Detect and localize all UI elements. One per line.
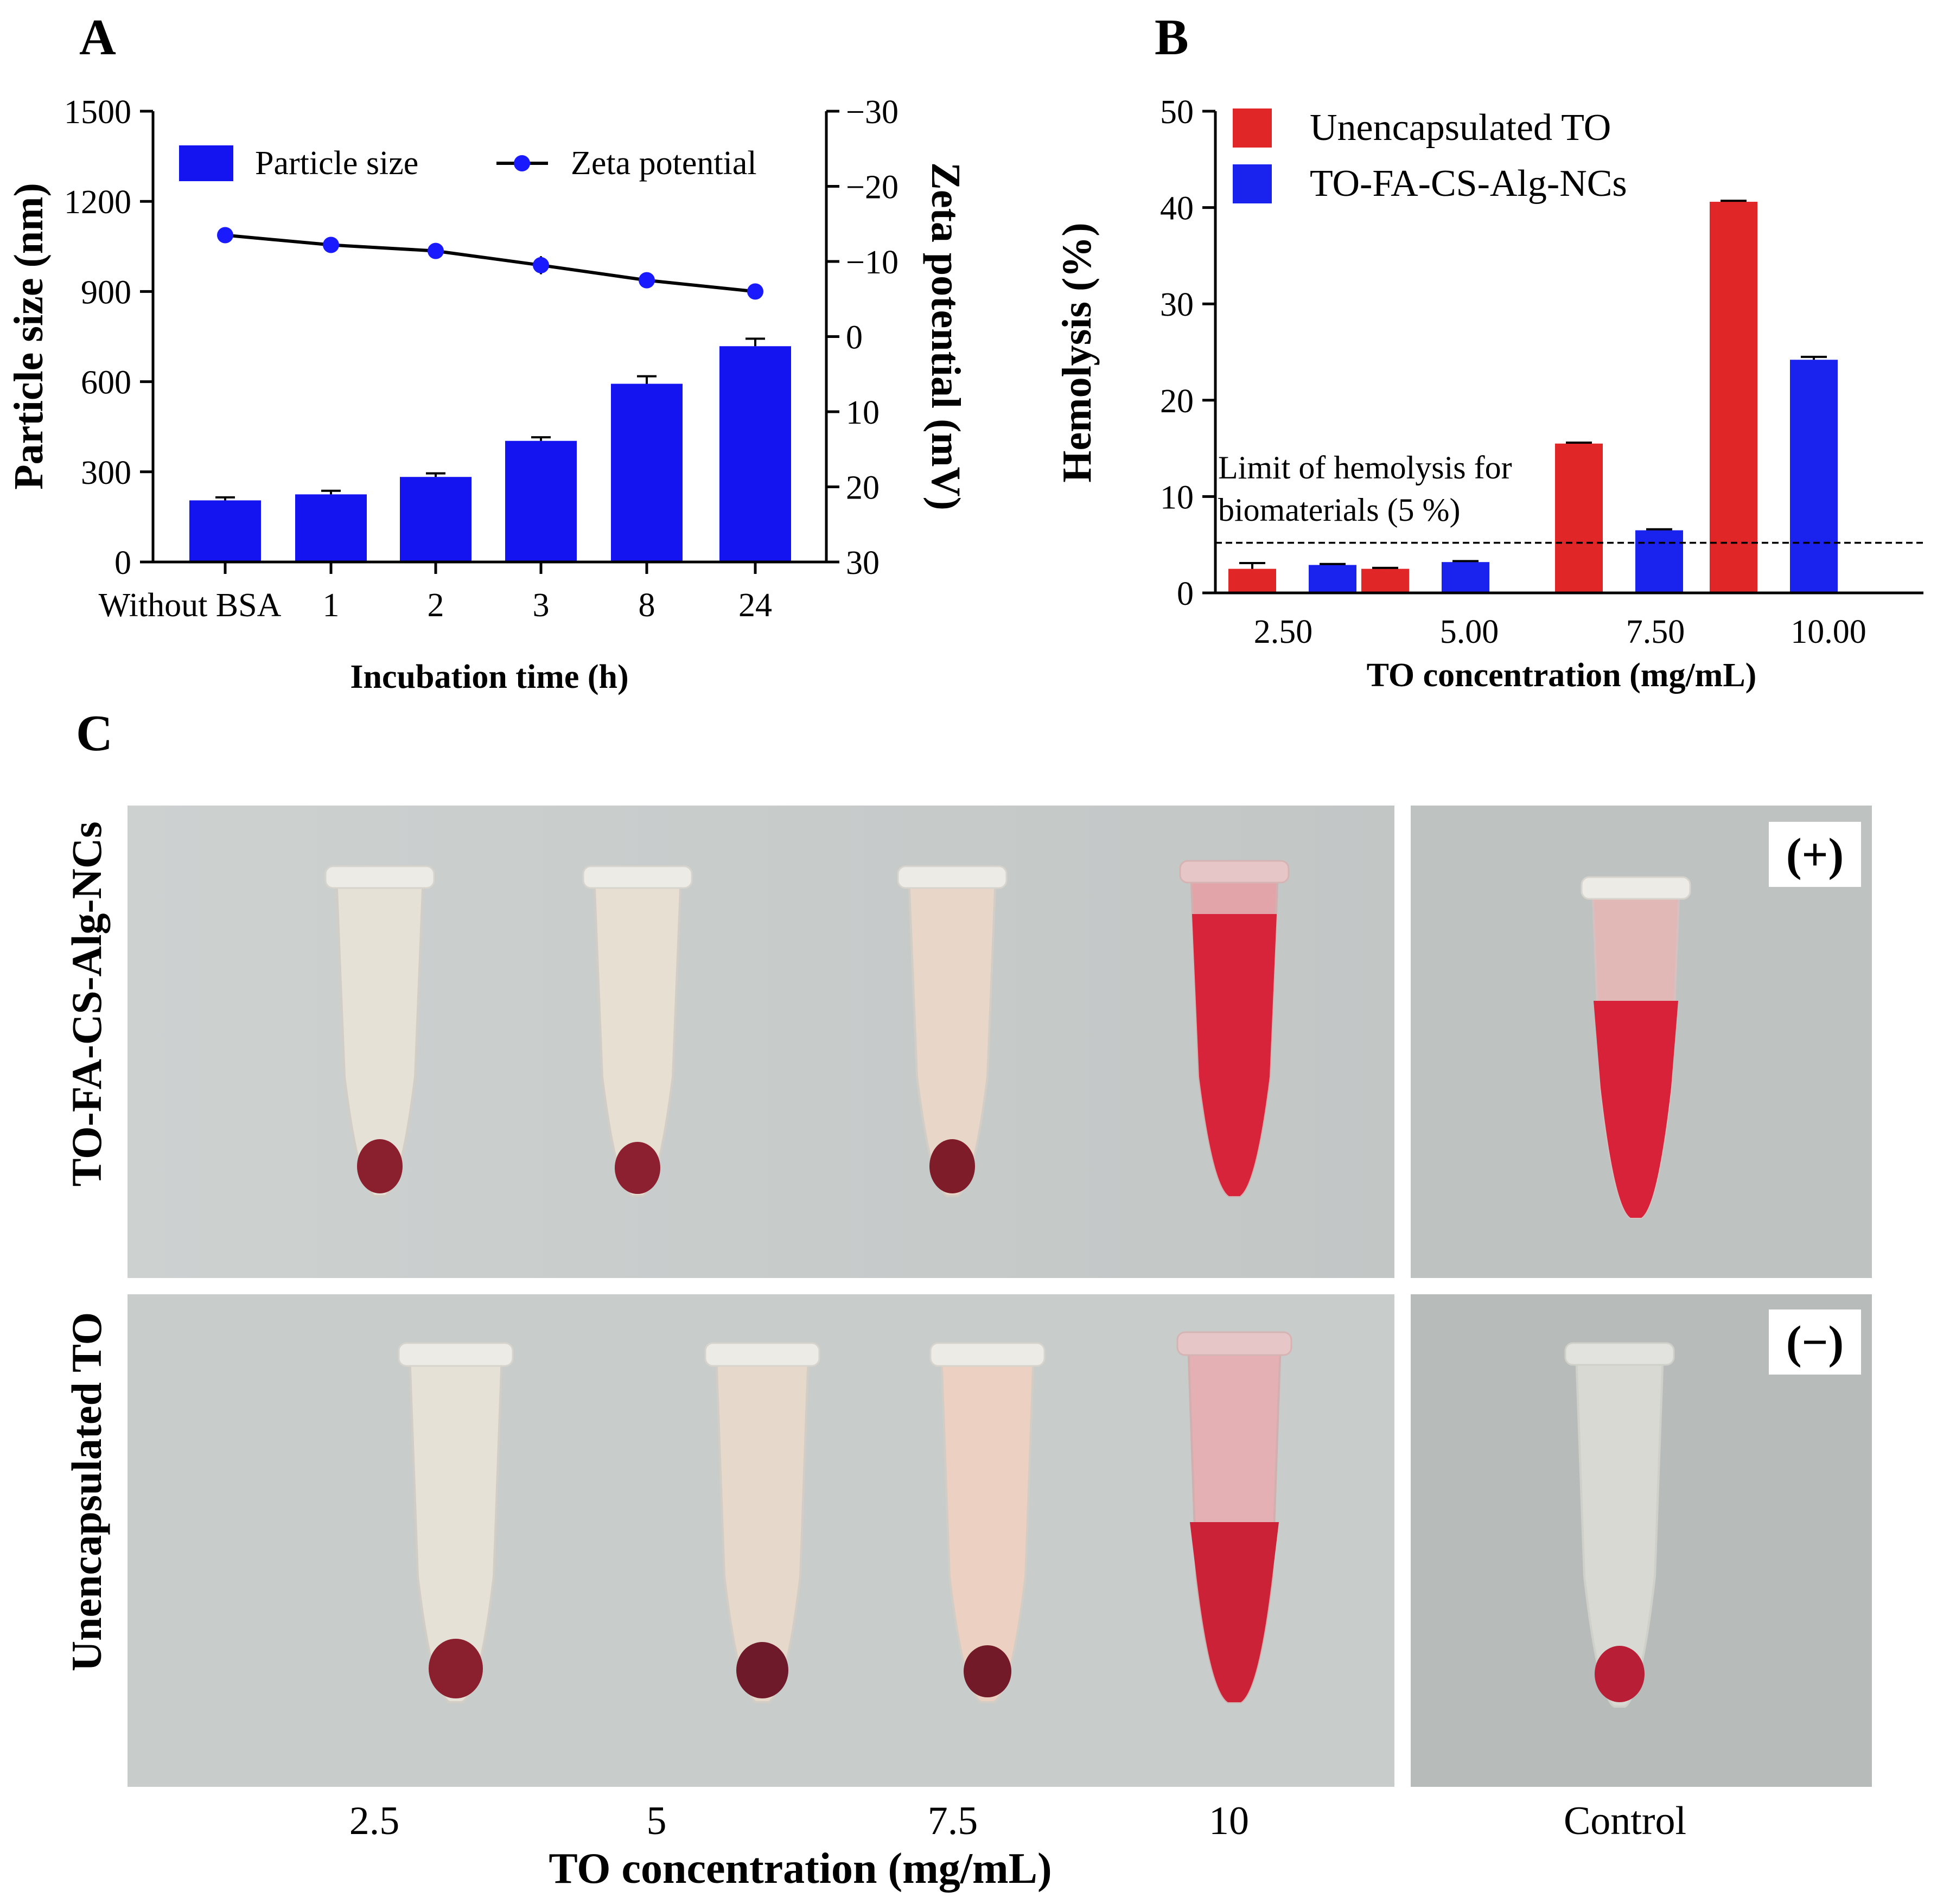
- a-zeta-point-5: [747, 283, 763, 300]
- b-ytick-label-2: 20: [1160, 383, 1194, 420]
- a-bar-3: [505, 440, 577, 562]
- b-xtick-label-1: 5.00: [1440, 614, 1499, 650]
- a-bar-4: [611, 384, 683, 562]
- a-legend-particle-size: Particle size: [255, 145, 418, 182]
- b-bar-1-2: [1635, 530, 1683, 593]
- a-bar-0: [189, 500, 261, 562]
- b-legend-ncs: TO-FA-CS-Alg-NCs: [1310, 163, 1627, 205]
- b-threshold-label-1: Limit of hemolysis for: [1218, 450, 1512, 485]
- panel-a-letter: A: [79, 9, 116, 66]
- c-col-label-10: 10: [1209, 1799, 1249, 1843]
- a-ytick-label-0: 0: [114, 545, 131, 582]
- chart-b: 0 10 20 30 40 50 2.50 5.00 7.50 10.00 Limit of h…: [1054, 94, 1923, 694]
- a-xlabel: Incubation time (h): [350, 659, 628, 695]
- c-row-label-unencapsulated: Unencapsulated TO: [63, 1312, 110, 1672]
- b-xtick-label-0: 2.50: [1254, 614, 1313, 650]
- tube-ncs-5: [582, 865, 693, 1197]
- a-ytick-label-5: 1500: [64, 94, 131, 131]
- tube-ncs-2-5: [324, 865, 435, 1197]
- photo-negative-tube: [1411, 1294, 1872, 1787]
- b-legend-blue-swatch: [1233, 164, 1272, 203]
- b-bar-0-3: [1710, 201, 1757, 593]
- a-ytick-label-3: 900: [81, 274, 131, 311]
- a-y2tick-label-0: −30: [846, 94, 899, 131]
- photo-ncs-samples: [128, 806, 1394, 1278]
- photo-unencapsulated-samples: [128, 1294, 1394, 1787]
- b-bar-1-3: [1790, 360, 1838, 593]
- panel-c-letter: C: [76, 705, 113, 762]
- tube-ncs-7-5: [897, 865, 1008, 1197]
- a-y2tick-label-4: 10: [846, 394, 880, 431]
- c-row-label-ncs: TO-FA-CS-Alg-NCs: [63, 821, 110, 1187]
- a-legend-bar-swatch: [179, 145, 233, 181]
- a-legend-zeta-potential: Zeta potential: [571, 145, 757, 182]
- tube-un-7-5: [929, 1342, 1046, 1703]
- b-threshold-label-2: biomaterials (5 %): [1218, 492, 1461, 528]
- photo-ncs-tubes: [128, 806, 1394, 1278]
- positive-label-box: (+): [1769, 822, 1861, 887]
- c-xlabel: TO concentration (mg/mL): [549, 1845, 1052, 1893]
- b-bar-1-0: [1309, 565, 1356, 593]
- a-zeta-point-3: [533, 257, 549, 273]
- photo-unencapsulated-tubes: [128, 1294, 1394, 1787]
- a-zeta-point-0: [217, 227, 233, 244]
- a-y2tick-label-2: −10: [846, 244, 899, 281]
- a-ytick-label-4: 1200: [64, 184, 131, 221]
- a-ytick-label-2: 600: [81, 365, 131, 401]
- b-legend-unencapsulated: Unencapsulated TO: [1310, 107, 1611, 149]
- a-bar-5: [719, 346, 791, 562]
- tube-ncs-10: [1179, 860, 1290, 1197]
- c-col-label-5: 5: [646, 1799, 667, 1843]
- b-ytick-label-5: 50: [1160, 94, 1194, 131]
- negative-label-box: (−): [1769, 1309, 1861, 1375]
- photo-positive-control: (+): [1411, 806, 1872, 1278]
- a-legend-line-marker: [514, 155, 530, 171]
- b-bar-1-1: [1442, 562, 1489, 593]
- a-y2tick-label-3: 0: [846, 320, 863, 356]
- photo-negative-control: (−): [1411, 1294, 1872, 1787]
- tube-un-2-5: [398, 1342, 514, 1703]
- b-xtick-label-2: 7.50: [1626, 614, 1685, 650]
- a-y2tick-label-6: 30: [846, 545, 880, 582]
- a-y2tick-label-5: 20: [846, 470, 880, 507]
- b-xlabel: TO concentration (mg/mL): [1367, 657, 1757, 694]
- tube-un-10: [1176, 1331, 1292, 1703]
- b-ylabel: Hemolysis (%): [1054, 222, 1100, 482]
- a-ylabel: Particle size (nm): [6, 183, 52, 490]
- b-bar-0-0: [1228, 568, 1276, 593]
- a-xtick-label-2: 2: [428, 587, 444, 624]
- b-bar-0-1: [1361, 568, 1409, 593]
- b-ytick-label-0: 0: [1177, 576, 1194, 612]
- a-xtick-label-4: 8: [639, 587, 655, 624]
- panel-b-letter: B: [1155, 9, 1189, 66]
- a-bar-2: [400, 477, 471, 562]
- a-bar-1: [295, 494, 367, 562]
- b-ytick-label-4: 40: [1160, 190, 1194, 227]
- a-ytick-label-1: 300: [81, 455, 131, 491]
- a-zeta-line: [225, 233, 756, 293]
- tube-un-5: [704, 1342, 820, 1703]
- a-y2label: Zeta potential (mV): [923, 162, 966, 510]
- a-zeta-point-4: [639, 272, 655, 289]
- a-y2tick-label-1: −20: [846, 169, 899, 206]
- a-xtick-label-1: 1: [323, 587, 340, 624]
- a-zeta-point-2: [428, 242, 444, 259]
- b-xtick-label-3: 10.00: [1791, 614, 1866, 650]
- b-bar-0-2: [1555, 443, 1603, 593]
- a-xtick-label-0: Without BSA: [99, 587, 282, 624]
- b-ytick-label-3: 30: [1160, 286, 1194, 323]
- c-col-label-7-5: 7.5: [927, 1799, 978, 1843]
- b-ytick-label-1: 10: [1160, 479, 1194, 516]
- a-xtick-label-3: 3: [533, 587, 550, 624]
- chart-a: 0 300 600 900 1200 1500 −30 −20 −10 0 10 20 30 With…: [6, 94, 966, 695]
- a-zeta-point-1: [323, 237, 339, 253]
- c-col-label-control: Control: [1563, 1799, 1687, 1843]
- b-legend-red-swatch: [1233, 108, 1272, 148]
- a-xtick-label-5: 24: [738, 587, 772, 624]
- c-col-label-2-5: 2.5: [349, 1799, 400, 1843]
